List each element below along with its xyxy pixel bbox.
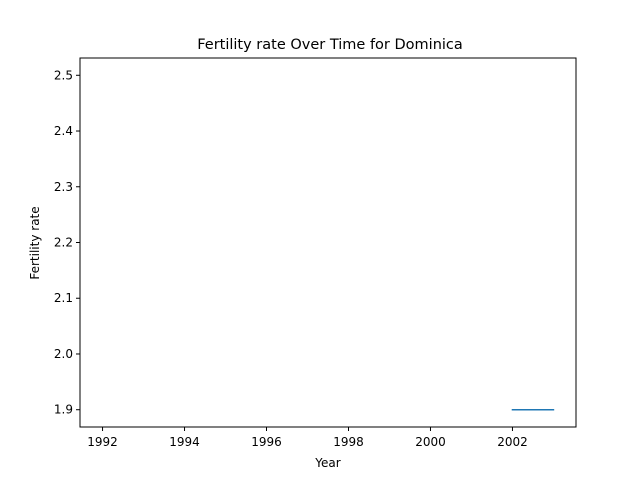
x-tick-label: 1994 bbox=[169, 435, 200, 449]
x-axis-title: Year bbox=[314, 456, 340, 470]
y-axis: 1.9 2.0 2.1 2.2 2.3 2.4 2.5 bbox=[54, 68, 80, 417]
x-axis: 1992 1994 1996 1998 2000 2002 bbox=[87, 427, 528, 449]
y-tick-label: 2.2 bbox=[54, 236, 73, 250]
y-axis-title: Fertility rate bbox=[28, 206, 42, 279]
y-tick-label: 2.0 bbox=[54, 347, 73, 361]
y-tick-label: 2.5 bbox=[54, 68, 73, 82]
y-tick-label: 2.4 bbox=[54, 124, 73, 138]
x-tick-label: 1992 bbox=[87, 435, 118, 449]
chart-title: Fertility rate Over Time for Dominica bbox=[197, 37, 463, 53]
x-tick-label: 1996 bbox=[251, 435, 282, 449]
x-tick-label: 2000 bbox=[415, 435, 446, 449]
y-tick-label: 2.3 bbox=[54, 180, 73, 194]
x-tick-label: 1998 bbox=[333, 435, 364, 449]
y-tick-label: 2.1 bbox=[54, 291, 73, 305]
y-tick-label: 1.9 bbox=[54, 403, 73, 417]
x-tick-label: 2002 bbox=[497, 435, 528, 449]
